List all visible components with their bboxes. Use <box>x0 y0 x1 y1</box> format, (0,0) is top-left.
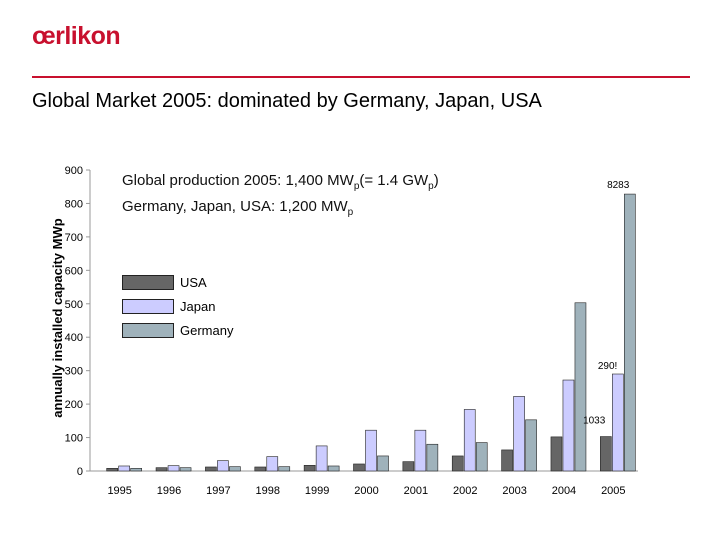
x-tick-label: 2005 <box>601 485 625 497</box>
x-tick-label: 1999 <box>305 485 329 497</box>
y-tick-label: 0 <box>77 466 83 478</box>
bar-usa-2000 <box>353 463 365 472</box>
bar-germany-2000 <box>377 455 389 472</box>
production-info: Global production 2005: 1,400 MWp(= 1.4 … <box>122 171 439 223</box>
x-tick-label: 2002 <box>453 485 477 497</box>
data-label-germany-2005: 8283 <box>607 180 630 191</box>
legend-swatch-germany <box>122 322 174 338</box>
data-label-usa-2005: 1033 <box>583 416 606 427</box>
bar-usa-2002 <box>451 455 464 472</box>
x-tick-label: 1996 <box>157 485 181 497</box>
bar-germany-2002 <box>475 442 488 472</box>
legend-swatch-usa <box>122 274 174 290</box>
page-title: Global Market 2005: dominated by Germany… <box>32 90 542 112</box>
bar-japan-1997 <box>217 460 229 472</box>
info-line-1: Global production 2005: 1,400 MWp(= 1.4 … <box>122 172 439 192</box>
y-tick-label: 200 <box>65 399 83 411</box>
bar-usa-2004 <box>550 436 563 472</box>
x-tick-label: 1998 <box>256 485 280 497</box>
oerlikon-logo: œrlikon <box>32 22 121 50</box>
legend-label-usa: USA <box>180 274 207 290</box>
y-tick-label: 800 <box>65 198 83 210</box>
y-tick-label: 700 <box>65 232 83 244</box>
info-line-2: Germany, Japan, USA: 1,200 MWp <box>122 198 354 218</box>
y-tick-label: 400 <box>65 332 83 344</box>
x-tick-label: 2003 <box>502 485 526 497</box>
bar-germany-2005 <box>624 193 636 472</box>
bar-germany-2001 <box>426 443 439 472</box>
bar-japan-2005 <box>612 373 624 472</box>
legend-item-germany: Germany <box>122 322 233 338</box>
legend-label-germany: Germany <box>180 322 234 338</box>
legend-swatch-japan <box>122 298 174 314</box>
bar-germany-1996 <box>179 467 192 472</box>
header-divider <box>32 76 690 78</box>
legend-item-japan: Japan <box>122 298 233 314</box>
y-tick-label: 100 <box>65 433 83 445</box>
bar-germany-1998 <box>278 466 291 472</box>
y-axis-label: annually installed capacity MWp <box>50 218 65 417</box>
bar-usa-1999 <box>303 465 316 472</box>
bar-usa-1998 <box>254 466 267 472</box>
bar-japan-2001 <box>414 429 427 472</box>
bar-usa-2003 <box>501 449 513 472</box>
legend-label-japan: Japan <box>180 298 216 314</box>
data-label-japan-2005: 290! <box>598 361 617 372</box>
bar-usa-2005 <box>600 436 612 472</box>
x-tick-label: 1995 <box>107 485 131 497</box>
y-tick-label: 300 <box>65 366 83 378</box>
bar-japan-1999 <box>315 445 328 472</box>
bar-japan-2000 <box>365 429 377 472</box>
bar-germany-2004 <box>574 302 587 472</box>
x-tick-label: 1997 <box>206 485 230 497</box>
bar-germany-1995 <box>130 468 142 472</box>
x-tick-label: 2004 <box>552 485 576 497</box>
bar-japan-1996 <box>167 465 180 472</box>
x-tick-label: 2000 <box>354 485 378 497</box>
bar-usa-1997 <box>205 466 217 472</box>
legend-item-usa: USA <box>122 274 233 290</box>
bar-germany-1999 <box>327 465 340 472</box>
bar-japan-1995 <box>118 465 130 472</box>
bar-usa-1996 <box>155 467 168 472</box>
bar-japan-2003 <box>513 396 525 472</box>
bar-japan-2002 <box>463 409 476 472</box>
bar-usa-2001 <box>402 461 415 472</box>
chart-legend: USA Japan Germany <box>122 274 233 346</box>
y-tick-label: 600 <box>65 265 83 277</box>
y-tick-label: 500 <box>65 299 83 311</box>
bar-germany-2003 <box>525 419 537 472</box>
x-tick-label: 2001 <box>404 485 428 497</box>
bar-japan-1998 <box>266 456 279 472</box>
bar-germany-1997 <box>229 466 241 472</box>
bar-japan-2004 <box>562 379 575 472</box>
bar-usa-1995 <box>106 468 118 472</box>
y-tick-label: 900 <box>65 165 83 177</box>
